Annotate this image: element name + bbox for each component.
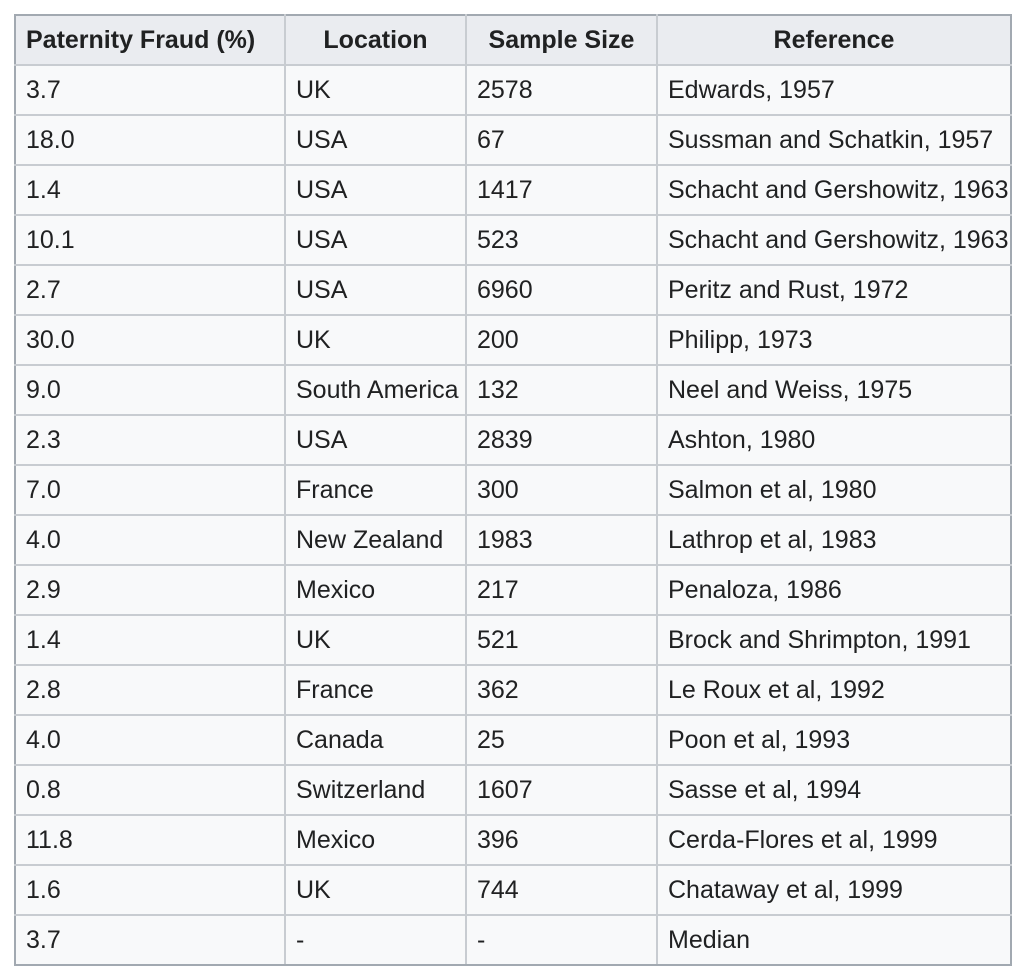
table-row: 30.0 UK 200 Philipp, 1973 <box>14 314 1012 366</box>
cell-reference: Ashton, 1980 <box>656 414 1012 466</box>
cell-location: Switzerland <box>284 764 467 816</box>
cell-sample-size: - <box>465 914 658 966</box>
cell-sample-size: 200 <box>465 314 658 366</box>
cell-reference: Salmon et al, 1980 <box>656 464 1012 516</box>
cell-reference: Sussman and Schatkin, 1957 <box>656 114 1012 166</box>
cell-sample-size: 744 <box>465 864 658 916</box>
cell-reference: Le Roux et al, 1992 <box>656 664 1012 716</box>
table-row: 2.7 USA 6960 Peritz and Rust, 1972 <box>14 264 1012 316</box>
table-row: 1.4 UK 521 Brock and Shrimpton, 1991 <box>14 614 1012 666</box>
cell-sample-size: 217 <box>465 564 658 616</box>
cell-location: USA <box>284 264 467 316</box>
cell-paternity-fraud: 2.7 <box>14 264 286 316</box>
cell-paternity-fraud: 2.9 <box>14 564 286 616</box>
cell-paternity-fraud: 2.8 <box>14 664 286 716</box>
table-body: 3.7 UK 2578 Edwards, 1957 18.0 USA 67 Sussman a… <box>14 64 1012 966</box>
cell-sample-size: 6960 <box>465 264 658 316</box>
cell-sample-size: 1417 <box>465 164 658 216</box>
cell-paternity-fraud: 4.0 <box>14 514 286 566</box>
table-row: 2.8 France 362 Le Roux et al, 1992 <box>14 664 1012 716</box>
cell-location: New Zealand <box>284 514 467 566</box>
paternity-fraud-table: Paternity Fraud (%) Location Sample Size… <box>14 14 1012 966</box>
cell-location: USA <box>284 414 467 466</box>
table-row: 18.0 USA 67 Sussman and Schatkin, 1957 <box>14 114 1012 166</box>
cell-location: UK <box>284 614 467 666</box>
table-row: 4.0 New Zealand 1983 Lathrop et al, 1983 <box>14 514 1012 566</box>
cell-paternity-fraud: 30.0 <box>14 314 286 366</box>
table-header: Paternity Fraud (%) Location Sample Size… <box>14 14 1012 66</box>
cell-location: Mexico <box>284 564 467 616</box>
table-row: 11.8 Mexico 396 Cerda-Flores et al, 1999 <box>14 814 1012 866</box>
cell-sample-size: 523 <box>465 214 658 266</box>
column-header-location: Location <box>284 14 467 66</box>
cell-reference: Brock and Shrimpton, 1991 <box>656 614 1012 666</box>
cell-location: UK <box>284 314 467 366</box>
cell-location: France <box>284 464 467 516</box>
cell-reference: Schacht and Gershowitz, 1963 <box>656 164 1012 216</box>
cell-sample-size: 2839 <box>465 414 658 466</box>
header-row: Paternity Fraud (%) Location Sample Size… <box>14 14 1012 66</box>
cell-reference: Median <box>656 914 1012 966</box>
cell-location: USA <box>284 114 467 166</box>
cell-sample-size: 521 <box>465 614 658 666</box>
cell-sample-size: 2578 <box>465 64 658 116</box>
column-header-reference: Reference <box>656 14 1012 66</box>
cell-sample-size: 362 <box>465 664 658 716</box>
cell-sample-size: 300 <box>465 464 658 516</box>
cell-location: USA <box>284 214 467 266</box>
cell-paternity-fraud: 3.7 <box>14 64 286 116</box>
cell-location: USA <box>284 164 467 216</box>
cell-paternity-fraud: 9.0 <box>14 364 286 416</box>
cell-location: France <box>284 664 467 716</box>
table-row: 3.7 UK 2578 Edwards, 1957 <box>14 64 1012 116</box>
cell-location: Canada <box>284 714 467 766</box>
table-row: 10.1 USA 523 Schacht and Gershowitz, 1963 <box>14 214 1012 266</box>
cell-paternity-fraud: 11.8 <box>14 814 286 866</box>
cell-paternity-fraud: 4.0 <box>14 714 286 766</box>
cell-reference: Penaloza, 1986 <box>656 564 1012 616</box>
cell-paternity-fraud: 18.0 <box>14 114 286 166</box>
table-row: 2.3 USA 2839 Ashton, 1980 <box>14 414 1012 466</box>
table-row: 4.0 Canada 25 Poon et al, 1993 <box>14 714 1012 766</box>
cell-reference: Peritz and Rust, 1972 <box>656 264 1012 316</box>
cell-paternity-fraud: 3.7 <box>14 914 286 966</box>
cell-reference: Chataway et al, 1999 <box>656 864 1012 916</box>
cell-paternity-fraud: 1.6 <box>14 864 286 916</box>
cell-reference: Poon et al, 1993 <box>656 714 1012 766</box>
cell-paternity-fraud: 1.4 <box>14 164 286 216</box>
column-header-paternity-fraud-pct: Paternity Fraud (%) <box>14 14 286 66</box>
cell-location: UK <box>284 64 467 116</box>
cell-reference: Sasse et al, 1994 <box>656 764 1012 816</box>
table-row: 9.0 South America 132 Neel and Weiss, 1975 <box>14 364 1012 416</box>
cell-location: Mexico <box>284 814 467 866</box>
cell-paternity-fraud: 7.0 <box>14 464 286 516</box>
cell-reference: Schacht and Gershowitz, 1963 <box>656 214 1012 266</box>
cell-sample-size: 132 <box>465 364 658 416</box>
cell-sample-size: 67 <box>465 114 658 166</box>
table-row: 0.8 Switzerland 1607 Sasse et al, 1994 <box>14 764 1012 816</box>
cell-reference: Neel and Weiss, 1975 <box>656 364 1012 416</box>
cell-location: South America <box>284 364 467 416</box>
cell-paternity-fraud: 10.1 <box>14 214 286 266</box>
cell-paternity-fraud: 1.4 <box>14 614 286 666</box>
cell-sample-size: 1607 <box>465 764 658 816</box>
cell-sample-size: 1983 <box>465 514 658 566</box>
table-row: 3.7- - Median <box>14 914 1012 966</box>
cell-paternity-fraud: 2.3 <box>14 414 286 466</box>
table-row: 2.9 Mexico 217 Penaloza, 1986 <box>14 564 1012 616</box>
table-row: 7.0 France 300 Salmon et al, 1980 <box>14 464 1012 516</box>
cell-location: - <box>284 914 467 966</box>
table-row: 1.4 USA 1417 Schacht and Gershowitz, 1963 <box>14 164 1012 216</box>
column-header-sample-size: Sample Size <box>465 14 658 66</box>
cell-reference: Cerda-Flores et al, 1999 <box>656 814 1012 866</box>
cell-reference: Edwards, 1957 <box>656 64 1012 116</box>
cell-paternity-fraud: 0.8 <box>14 764 286 816</box>
cell-sample-size: 25 <box>465 714 658 766</box>
table-row: 1.6 UK 744 Chataway et al, 1999 <box>14 864 1012 916</box>
cell-reference: Philipp, 1973 <box>656 314 1012 366</box>
cell-reference: Lathrop et al, 1983 <box>656 514 1012 566</box>
cell-location: UK <box>284 864 467 916</box>
cell-sample-size: 396 <box>465 814 658 866</box>
